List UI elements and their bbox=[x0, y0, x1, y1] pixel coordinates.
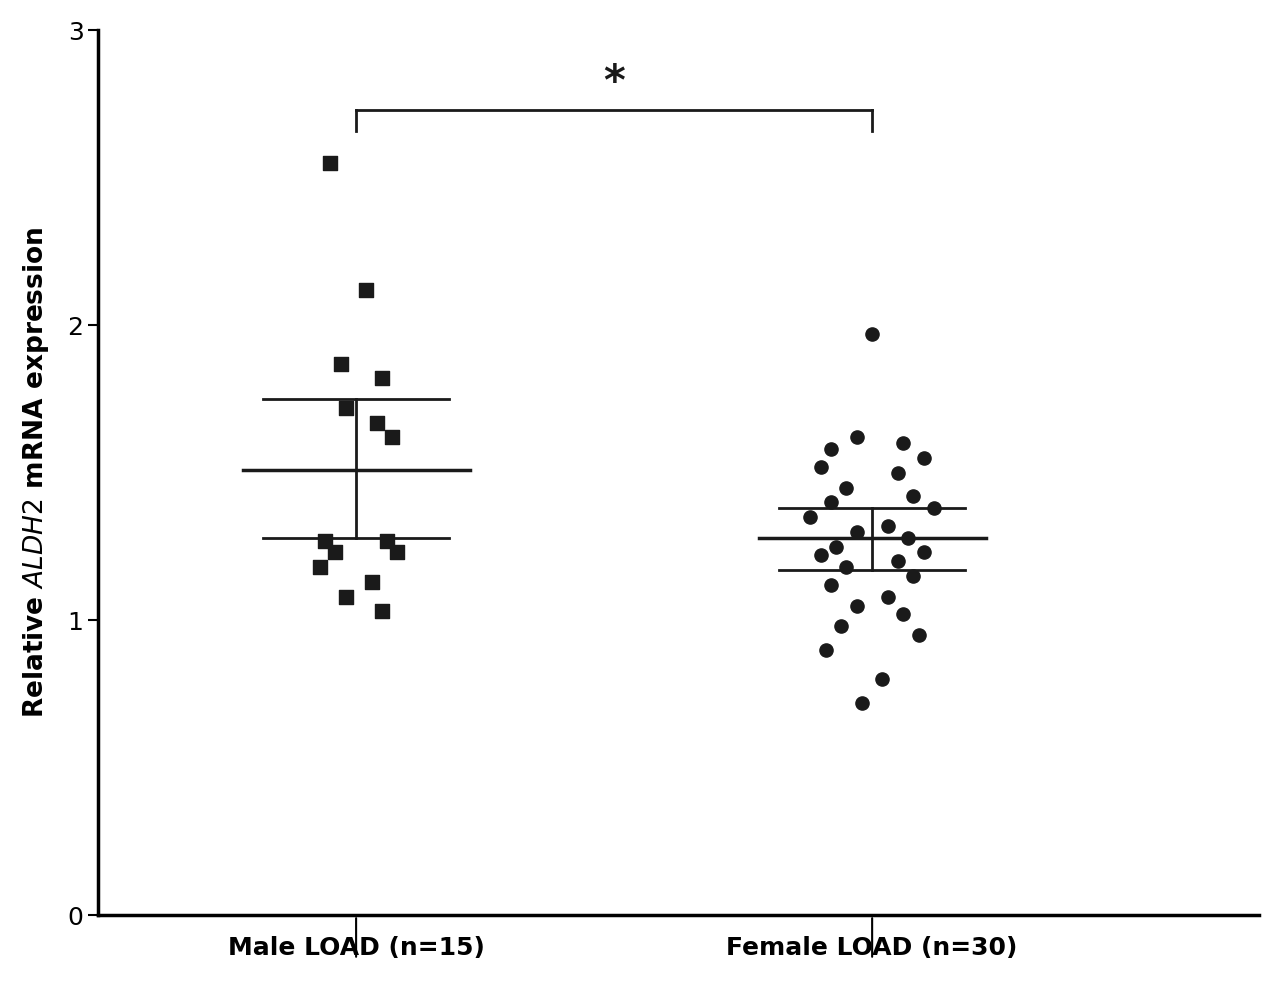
Point bbox=[836, 559, 856, 575]
Point bbox=[904, 568, 924, 584]
Point bbox=[861, 327, 882, 342]
Point bbox=[836, 480, 856, 495]
Point bbox=[387, 544, 407, 560]
Point bbox=[904, 489, 924, 504]
Point bbox=[376, 533, 397, 548]
Point bbox=[846, 524, 867, 540]
Point bbox=[831, 618, 851, 634]
Point bbox=[872, 671, 892, 687]
Point bbox=[909, 627, 929, 643]
Point bbox=[888, 465, 909, 481]
Point bbox=[330, 356, 351, 372]
Point bbox=[320, 155, 340, 171]
Point bbox=[366, 415, 387, 431]
Text: *: * bbox=[603, 62, 625, 104]
Point bbox=[914, 544, 934, 560]
Point bbox=[846, 597, 867, 613]
Point bbox=[914, 450, 934, 466]
Point bbox=[851, 696, 872, 711]
Point bbox=[893, 436, 914, 451]
Point bbox=[826, 539, 846, 554]
Point bbox=[361, 574, 381, 590]
Point bbox=[820, 441, 841, 457]
Point bbox=[371, 603, 392, 619]
Point bbox=[310, 559, 330, 575]
Point bbox=[810, 459, 831, 475]
Point bbox=[820, 494, 841, 510]
Point bbox=[820, 577, 841, 593]
Y-axis label: Relative $\mathit{ALDH2}$ mRNA expression: Relative $\mathit{ALDH2}$ mRNA expressio… bbox=[20, 228, 51, 718]
Point bbox=[381, 430, 402, 445]
Point bbox=[924, 500, 945, 516]
Point bbox=[335, 589, 356, 604]
Point bbox=[356, 283, 376, 298]
Point bbox=[371, 371, 392, 387]
Point bbox=[846, 430, 867, 445]
Point bbox=[888, 553, 909, 569]
Point bbox=[325, 544, 346, 560]
Point bbox=[810, 547, 831, 563]
Point bbox=[893, 606, 914, 622]
Point bbox=[877, 589, 897, 604]
Point bbox=[815, 642, 836, 657]
Point bbox=[877, 518, 897, 534]
Point bbox=[335, 400, 356, 416]
Point bbox=[899, 530, 919, 545]
Point bbox=[800, 509, 820, 525]
Point bbox=[315, 533, 335, 548]
